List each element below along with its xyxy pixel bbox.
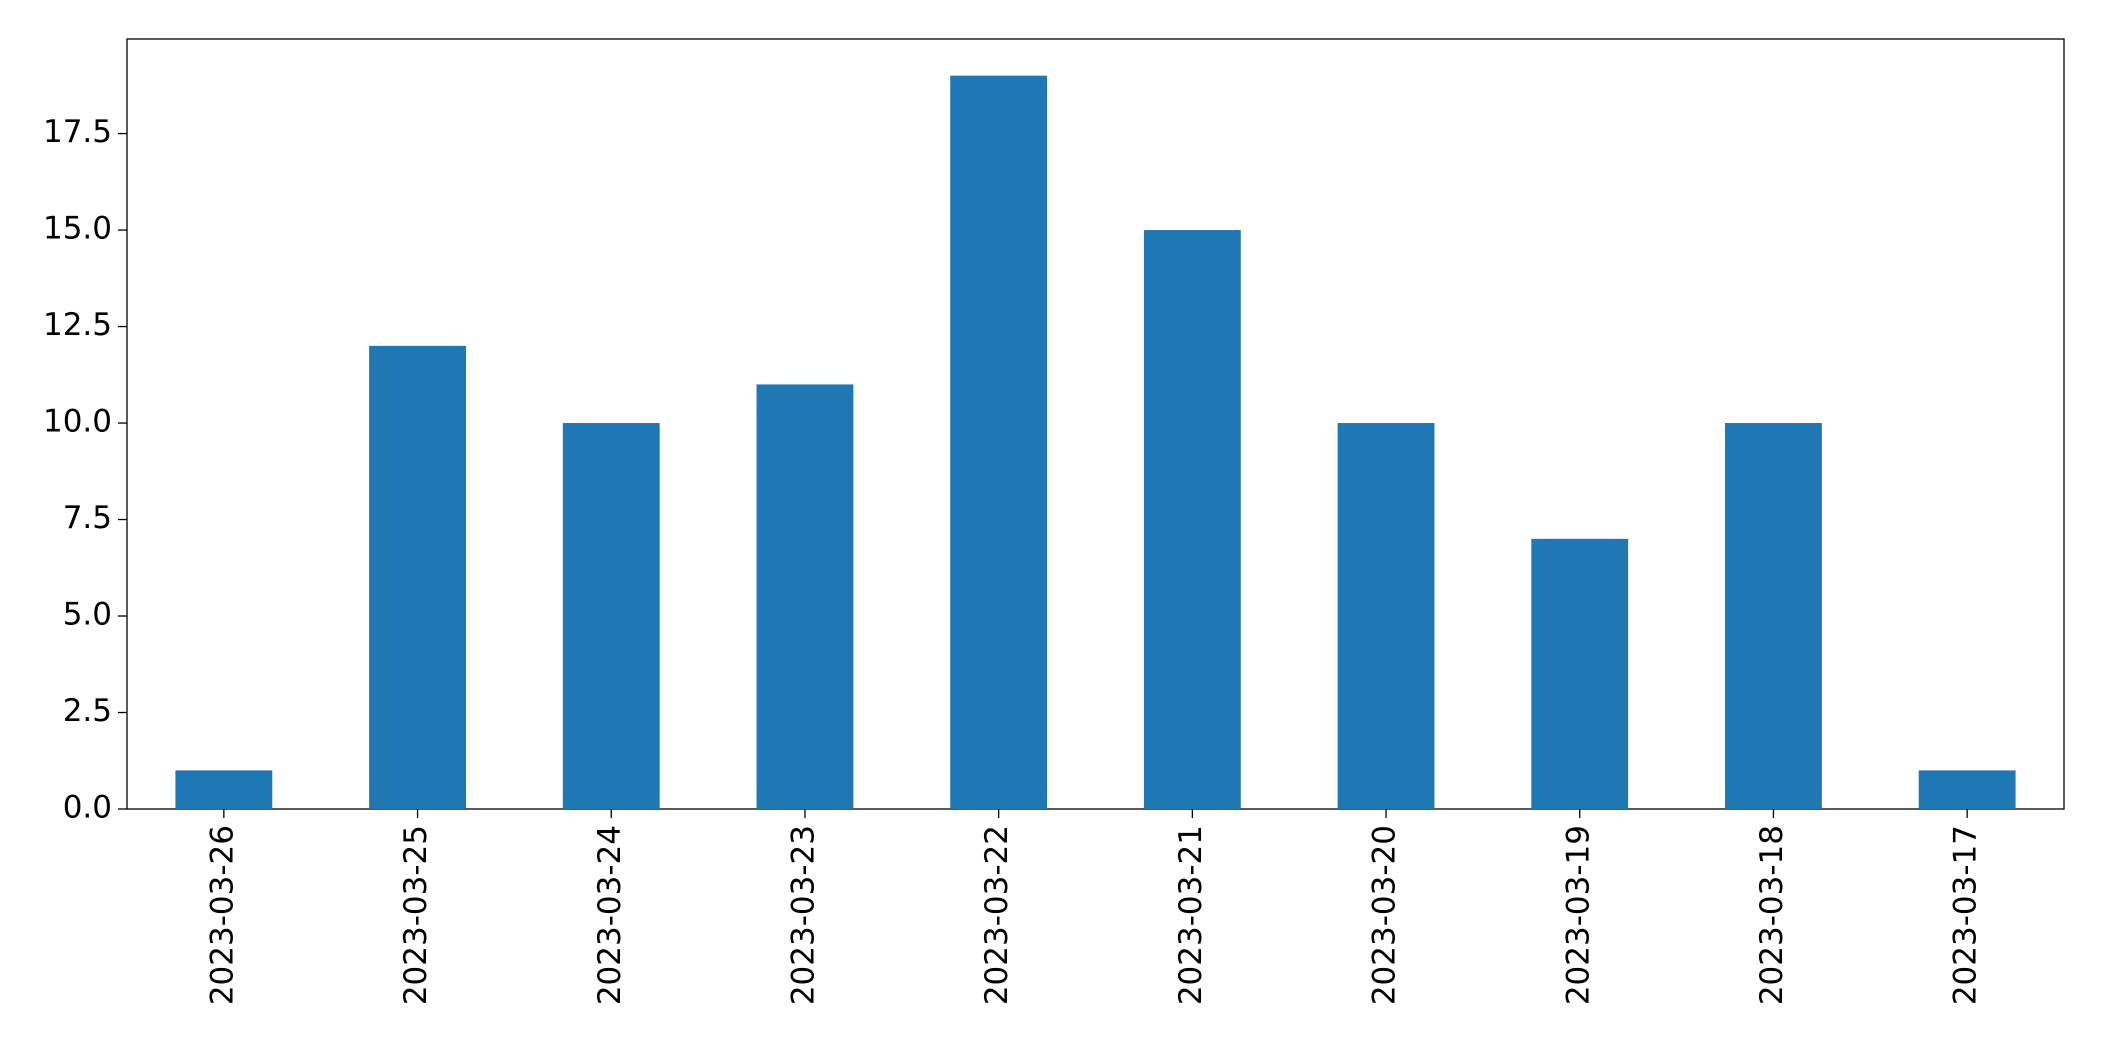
bar xyxy=(175,770,273,809)
bar xyxy=(1725,423,1822,809)
x-tick-label: 2023-03-19 xyxy=(1560,825,1596,1005)
y-tick-label: 12.5 xyxy=(43,307,112,343)
bar xyxy=(562,423,660,809)
x-tick-label: 2023-03-22 xyxy=(979,825,1015,1005)
bar xyxy=(1531,538,1629,809)
y-tick-label: 10.0 xyxy=(43,404,112,440)
y-tick-label: 0.0 xyxy=(63,790,112,826)
x-tick-label: 2023-03-26 xyxy=(204,825,240,1005)
bar xyxy=(950,75,1048,809)
y-tick-label: 15.0 xyxy=(43,211,112,247)
y-tick-label: 17.5 xyxy=(43,114,112,150)
x-tick-label: 2023-03-18 xyxy=(1754,825,1790,1005)
x-tick-label: 2023-03-24 xyxy=(592,825,628,1005)
y-tick-label: 5.0 xyxy=(63,597,112,633)
bar xyxy=(369,345,466,809)
x-tick-label: 2023-03-21 xyxy=(1173,825,1209,1005)
x-tick-label: 2023-03-17 xyxy=(1948,825,1984,1005)
plot-frame xyxy=(126,38,2065,810)
y-tick-label: 7.5 xyxy=(63,500,112,536)
bar xyxy=(1918,770,2016,809)
bar xyxy=(756,384,854,809)
x-tick-label: 2023-03-20 xyxy=(1367,825,1403,1005)
y-tick-label: 2.5 xyxy=(63,693,112,729)
x-tick-label: 2023-03-25 xyxy=(398,825,434,1005)
bar xyxy=(1337,423,1435,809)
bar xyxy=(1143,230,1241,810)
x-tick-label: 2023-03-23 xyxy=(785,825,821,1005)
